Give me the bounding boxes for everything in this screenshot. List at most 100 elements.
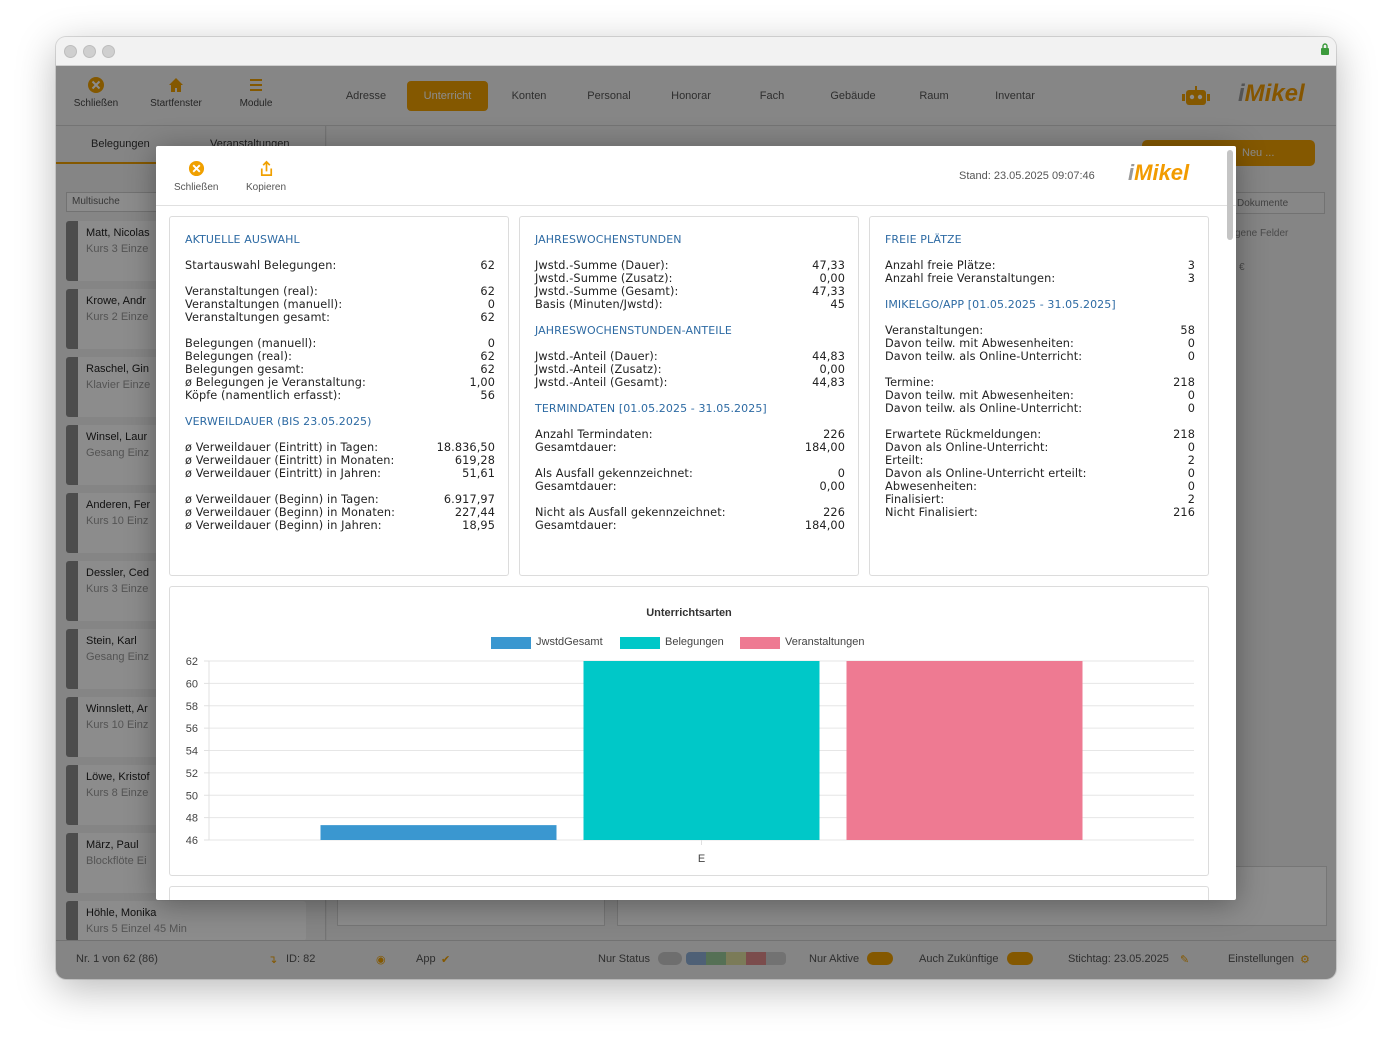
home-icon [169,78,183,92]
active-tab-indicator [56,162,186,164]
legend-swatch [491,637,531,649]
stat-row: Belegungen (manuell): 0 [185,337,495,350]
nav-inventar[interactable]: Inventar [995,90,1035,102]
stat-row: Basis (Minuten/Jwstd): 45 [535,298,845,311]
jump-icon[interactable]: ↴ [268,954,278,966]
section-title: TERMINDATEN [01.05.2025 - 31.05.2025] [535,402,767,415]
stat-row: Anzahl freie Veranstaltungen: 3 [885,272,1195,285]
stat-row: Nicht als Ausfall gekennzeichnet: 226 [535,506,845,519]
nav-unterricht[interactable]: Unterricht [407,81,488,111]
nav-adresse[interactable]: Adresse [345,90,387,102]
section-title: IMIKELGO/APP [01.05.2025 - 31.05.2025] [885,298,1116,311]
nur-aktive-toggle[interactable] [867,952,893,965]
eye-icon[interactable]: ◉ [376,954,386,966]
check-icon: ✔ [441,954,451,966]
close-button[interactable]: Schließen [61,76,131,109]
stat-row: Belegungen gesamt: 62 [185,363,495,376]
stat-row: Veranstaltungen: 58 [885,324,1195,337]
home-button[interactable]: Startfenster [141,76,211,109]
y-tick-label: 48 [186,813,198,825]
stat-row: ø Verweildauer (Beginn) in Tagen: 6.917,9… [185,493,495,506]
status-color-filter[interactable] [686,952,786,965]
chart-card: Unterrichtsarten JwstdGesamt Belegungen … [169,586,1209,876]
bar-chart: 62 60 58 56 54 52 50 48 46 E [186,656,1194,865]
stat-row: Veranstaltungen (manuell): 0 [185,298,495,311]
auch-zukuenftige-toggle[interactable] [1007,952,1033,965]
stat-row: Gesamtdauer: 0,00 [535,480,845,493]
scrollbar-thumb[interactable] [1227,150,1233,240]
stat-row: ø Verweildauer (Eintritt) in Tagen: 18.83… [185,441,495,454]
euro-label: € [1239,262,1245,273]
edit-icon[interactable]: ✎ [1180,954,1190,966]
section-title: FREIE PLÄTZE [885,233,962,246]
dialog-scrollbar[interactable] [1226,150,1234,895]
window-zoom-control[interactable] [102,45,115,58]
record-id: ID: 82 [286,953,316,965]
stat-row: Startauswahl Belegungen: 62 [185,259,495,272]
stat-row: Termine: 218 [885,376,1195,389]
window-close-control[interactable] [64,45,77,58]
stat-row: Gesamtdauer: 184,00 [535,441,845,454]
statistics-dialog: Schließen Kopieren Stand: 23.05.2025 09:… [156,146,1236,900]
stat-row: Jwstd.-Summe (Dauer): 47,33 [535,259,845,272]
modules-button[interactable]: Module [221,76,291,109]
nur-aktive-label: Nur Aktive [809,953,860,965]
stat-row: Veranstaltungen (real): 62 [185,285,495,298]
stat-row: Jwstd.-Anteil (Dauer): 44,83 [535,350,845,363]
stat-row: Davon teilw. mit Abwesenheiten: 0 [885,389,1195,402]
stat-row: Anzahl freie Plätze: 3 [885,259,1195,272]
y-tick-label: 60 [186,678,198,690]
bar [320,825,557,840]
lock-icon [1321,43,1329,55]
home-label: Startfenster [150,98,202,109]
section-title: VERWEILDAUER (BIS 23.05.2025) [185,415,372,428]
nav-gebaeude[interactable]: Gebäude [830,90,876,102]
stat-row: Nicht Finalisiert: 216 [885,506,1195,519]
copy-label: Kopieren [246,182,287,193]
nav-personal[interactable]: Personal [587,90,631,102]
stat-row: Anzahl Termindaten: 226 [535,428,845,441]
dialog-toolbar: Schließen Kopieren Stand: 23.05.2025 09:… [156,146,1236,206]
section-title: AKTUELLE AUSWAHL [185,233,300,246]
status-bar: Nr. 1 von 62 (86) ↴ ID: 82 ◉ App ✔ Nur S… [56,940,1336,979]
menu-icon [250,79,262,91]
nav-raum[interactable]: Raum [919,90,949,102]
y-tick-label: 56 [186,723,198,735]
section-title: JAHRESWOCHENSTUNDEN-ANTEILE [535,324,732,337]
title-bar [56,37,1336,66]
nav-honorar[interactable]: Honorar [671,90,711,102]
tab-belegungen[interactable]: Belegungen [91,138,150,150]
stat-row: Jwstd.-Anteil (Zusatz): 0,00 [535,363,845,376]
fields-label: gene Felder [1235,228,1289,239]
copy-button[interactable]: Kopieren [246,160,286,193]
y-tick-label: 50 [186,790,198,802]
nav-konten[interactable]: Konten [511,90,547,102]
nur-status-toggle[interactable] [658,952,682,965]
close-label: Schließen [73,98,119,109]
window-minimize-control[interactable] [83,45,96,58]
share-icon [260,160,272,176]
stat-row: Davon teilw. als Online-Unterricht: 0 [885,402,1195,415]
section-title: JAHRESWOCHENSTUNDEN [535,233,682,246]
stat-row: ø Verweildauer (Beginn) in Jahren: 18,95 [185,519,495,532]
card-freie-plaetze: FREIE PLÄTZE Anzahl freie Plätze: 3 Anzah… [869,216,1209,576]
stat-row: Davon als Online-Unterricht: 0 [885,441,1195,454]
settings-label[interactable]: Einstellungen [1228,953,1295,965]
auch-zukuenftige-label: Auch Zukünftige [919,953,999,965]
stat-row: Veranstaltungen gesamt: 62 [185,311,495,324]
gear-icon[interactable]: ⚙ [1300,954,1310,966]
robot-icon[interactable] [1182,85,1210,107]
close-circle-icon [88,77,104,93]
imikel-logo: iMikel [1238,80,1305,107]
list-item[interactable]: Höhle, Monika Kurs 5 Einzel 45 Min [66,901,306,941]
y-tick-label: 58 [186,701,198,713]
stat-row: ø Verweildauer (Eintritt) in Monaten: 619… [185,454,495,467]
close-circle-icon [188,160,204,177]
imikel-logo: iMikel [1128,160,1190,185]
stat-row: ø Verweildauer (Beginn) in Monaten: 227,4… [185,506,495,519]
card-aktuelle-auswahl: AKTUELLE AUSWAHL Startauswahl Belegungen… [169,216,509,576]
dialog-close-button[interactable]: Schließen [174,160,218,193]
y-tick-label: 46 [186,835,198,847]
nav-fach[interactable]: Fach [759,90,785,102]
stat-row: Köpfe (namentlich erfasst): 56 [185,389,495,402]
